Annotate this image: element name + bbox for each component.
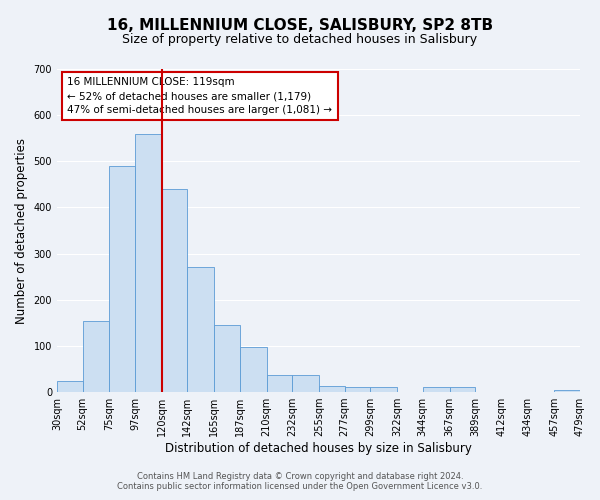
- Text: Size of property relative to detached houses in Salisbury: Size of property relative to detached ho…: [122, 32, 478, 46]
- Text: Contains public sector information licensed under the Open Government Licence v3: Contains public sector information licen…: [118, 482, 482, 491]
- Bar: [266, 375, 292, 392]
- X-axis label: Distribution of detached houses by size in Salisbury: Distribution of detached houses by size …: [165, 442, 472, 455]
- Bar: [187, 266, 214, 392]
- Text: 16 MILLENNIUM CLOSE: 119sqm
← 52% of detached houses are smaller (1,179)
47% of : 16 MILLENNIUM CLOSE: 119sqm ← 52% of det…: [67, 77, 332, 115]
- Bar: [449, 388, 475, 392]
- Bar: [109, 166, 135, 392]
- Bar: [344, 386, 370, 392]
- Bar: [135, 134, 162, 392]
- Bar: [554, 390, 580, 392]
- Text: Contains HM Land Registry data © Crown copyright and database right 2024.: Contains HM Land Registry data © Crown c…: [137, 472, 463, 481]
- Text: 16, MILLENNIUM CLOSE, SALISBURY, SP2 8TB: 16, MILLENNIUM CLOSE, SALISBURY, SP2 8TB: [107, 18, 493, 32]
- Bar: [292, 375, 319, 392]
- Bar: [319, 386, 344, 392]
- Bar: [240, 348, 266, 392]
- Bar: [83, 320, 109, 392]
- Bar: [214, 325, 240, 392]
- Bar: [423, 388, 449, 392]
- Bar: [57, 380, 83, 392]
- Bar: [370, 386, 397, 392]
- Bar: [162, 189, 187, 392]
- Y-axis label: Number of detached properties: Number of detached properties: [15, 138, 28, 324]
